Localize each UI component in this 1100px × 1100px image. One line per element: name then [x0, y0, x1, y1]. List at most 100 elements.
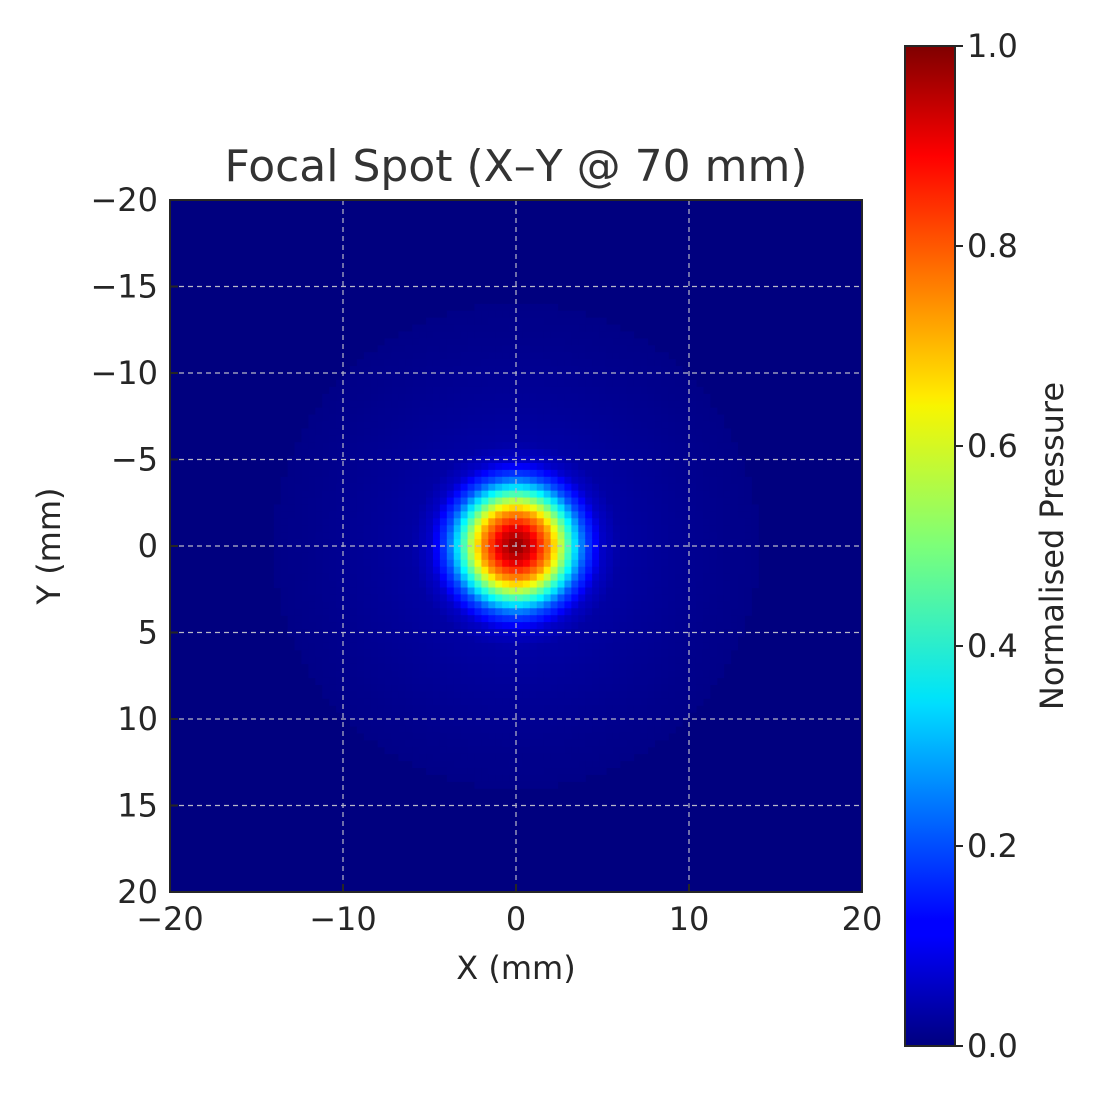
- heatmap-cell: [495, 428, 503, 436]
- heatmap-cell: [564, 490, 572, 499]
- heatmap-cell: [522, 525, 531, 533]
- heatmap-cell: [446, 767, 455, 775]
- heatmap-cell: [702, 449, 711, 457]
- heatmap-cell: [308, 573, 316, 582]
- heatmap-cell: [592, 345, 600, 353]
- heatmap-cell: [557, 352, 566, 360]
- heatmap-cell: [481, 435, 489, 443]
- heatmap-cell: [543, 476, 552, 485]
- heatmap-cell: [419, 719, 427, 727]
- heatmap-cell: [509, 684, 517, 692]
- heatmap-cell: [640, 462, 649, 471]
- heatmap-cell: [343, 594, 351, 602]
- heatmap-cell: [391, 449, 399, 457]
- heatmap-cell: [599, 546, 607, 554]
- heatmap-cell: [502, 767, 510, 775]
- heatmap-cell: [522, 497, 531, 506]
- heatmap-cell: [329, 615, 337, 623]
- heatmap-cell: [488, 677, 496, 685]
- heatmap-cell: [522, 691, 531, 699]
- heatmap-cell: [550, 774, 559, 782]
- heatmap-cell: [557, 393, 566, 402]
- heatmap-cell: [488, 753, 496, 762]
- heatmap-cell: [474, 407, 482, 416]
- heatmap-cell: [301, 649, 309, 658]
- heatmap-cell: [599, 497, 607, 506]
- heatmap-cell: [661, 407, 669, 416]
- heatmap-cell: [467, 677, 476, 685]
- heatmap-cell: [654, 670, 662, 679]
- heatmap-cell: [419, 663, 427, 672]
- heatmap-cell: [446, 393, 455, 402]
- heatmap-cell: [419, 753, 427, 762]
- heatmap-cell: [356, 386, 365, 395]
- heatmap-cell: [301, 601, 309, 609]
- heatmap-cell: [716, 649, 725, 658]
- heatmap-cell: [585, 462, 593, 471]
- heatmap-cell: [349, 366, 358, 374]
- y-tick-label: −10: [90, 354, 158, 392]
- heatmap-cell: [536, 414, 545, 423]
- heatmap-cell: [343, 469, 351, 478]
- heatmap-cell: [571, 518, 579, 526]
- heatmap-cell: [737, 622, 745, 630]
- heatmap-cell: [723, 497, 732, 506]
- heatmap-cell: [516, 573, 524, 582]
- heatmap-cell: [571, 656, 579, 665]
- heatmap-cell: [488, 573, 496, 582]
- heatmap-cell: [536, 622, 545, 630]
- heatmap-cell: [460, 719, 469, 727]
- heatmap-cell: [398, 573, 406, 582]
- heatmap-cell: [474, 705, 482, 713]
- heatmap-cell: [391, 359, 399, 367]
- heatmap-cell: [460, 400, 469, 409]
- heatmap-cell: [343, 428, 351, 436]
- heatmap-cell: [626, 352, 635, 360]
- heatmap-cell: [626, 725, 635, 734]
- heatmap-cell: [550, 476, 559, 485]
- heatmap-cell: [585, 525, 593, 533]
- heatmap-cell: [405, 622, 413, 630]
- heatmap-cell: [446, 331, 455, 339]
- heatmap-cell: [633, 456, 642, 464]
- heatmap-cell: [453, 435, 462, 443]
- heatmap-cell: [502, 573, 510, 582]
- heatmap-cell: [592, 725, 600, 734]
- heatmap-cell: [605, 518, 614, 526]
- heatmap-cell: [384, 719, 393, 727]
- heatmap-cell: [702, 684, 711, 692]
- heatmap-cell: [702, 649, 711, 658]
- heatmap-cell: [564, 601, 572, 609]
- heatmap-cell: [370, 442, 379, 450]
- heatmap-cell: [702, 642, 711, 651]
- heatmap-cell: [446, 462, 455, 471]
- heatmap-cell: [405, 449, 413, 457]
- heatmap-cell: [343, 608, 351, 616]
- heatmap-cell: [488, 670, 496, 679]
- heatmap-cell: [336, 566, 344, 575]
- heatmap-cell: [744, 532, 752, 540]
- heatmap-cell: [509, 622, 517, 630]
- heatmap-cell: [412, 753, 420, 762]
- heatmap-cell: [453, 725, 462, 734]
- heatmap-cell: [605, 345, 614, 353]
- heatmap-cell: [633, 525, 642, 533]
- heatmap-cell: [709, 525, 718, 533]
- heatmap-cell: [432, 511, 441, 519]
- heatmap-cell: [661, 615, 669, 623]
- heatmap-cell: [412, 414, 420, 423]
- heatmap-cell: [682, 622, 690, 630]
- heatmap-cell: [273, 580, 282, 589]
- heatmap-cell: [529, 324, 538, 333]
- heatmap-cell: [585, 338, 593, 346]
- heatmap-cell: [460, 663, 469, 672]
- heatmap-cell: [516, 324, 524, 333]
- heatmap-cell: [543, 518, 552, 526]
- heatmap-cell: [702, 580, 711, 589]
- heatmap-cell: [592, 462, 600, 471]
- heatmap-cell: [689, 525, 697, 533]
- heatmap-cell: [619, 739, 628, 748]
- heatmap-cell: [377, 642, 386, 651]
- heatmap-cell: [536, 469, 545, 478]
- heatmap-cell: [412, 739, 420, 748]
